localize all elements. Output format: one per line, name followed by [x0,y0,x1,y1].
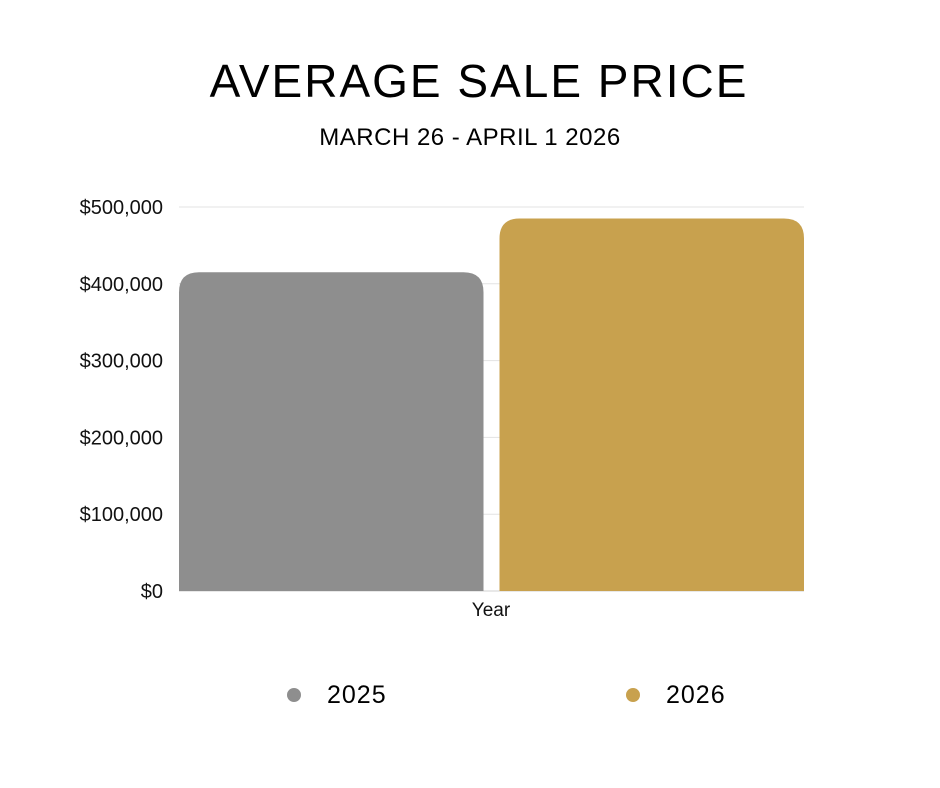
legend-item-2025[interactable]: 2025 [287,678,387,712]
y-tick-label: $100,000 [80,504,163,526]
chart-subtitle: MARCH 26 - APRIL 1 2026 [319,124,621,151]
legend: 2025 2026 [0,678,940,712]
legend-item-2026[interactable]: 2026 [626,678,726,712]
legend-swatch-2026 [626,688,640,702]
y-tick-label: $500,000 [80,197,163,219]
chart-title: AVERAGE SALE PRICE [209,55,749,107]
y-tick-label: $0 [141,581,163,603]
bar-chart: $0 $100,000 $200,000 $300,000 $400,000 $500,0… [80,197,805,621]
bar-2025[interactable] [179,272,484,591]
y-tick-label: $400,000 [80,274,163,296]
legend-label-2026: 2026 [666,680,726,709]
bars [179,218,805,591]
legend-swatch-2025 [287,688,301,702]
y-tick-label: $300,000 [80,351,163,373]
y-tick-label: $200,000 [80,427,163,449]
y-axis-ticks: $0 $100,000 $200,000 $300,000 $400,000 $500,0… [80,197,163,603]
x-axis-title: Year [472,600,511,621]
bar-2026[interactable] [499,218,805,591]
legend-label-2025: 2025 [327,680,387,709]
